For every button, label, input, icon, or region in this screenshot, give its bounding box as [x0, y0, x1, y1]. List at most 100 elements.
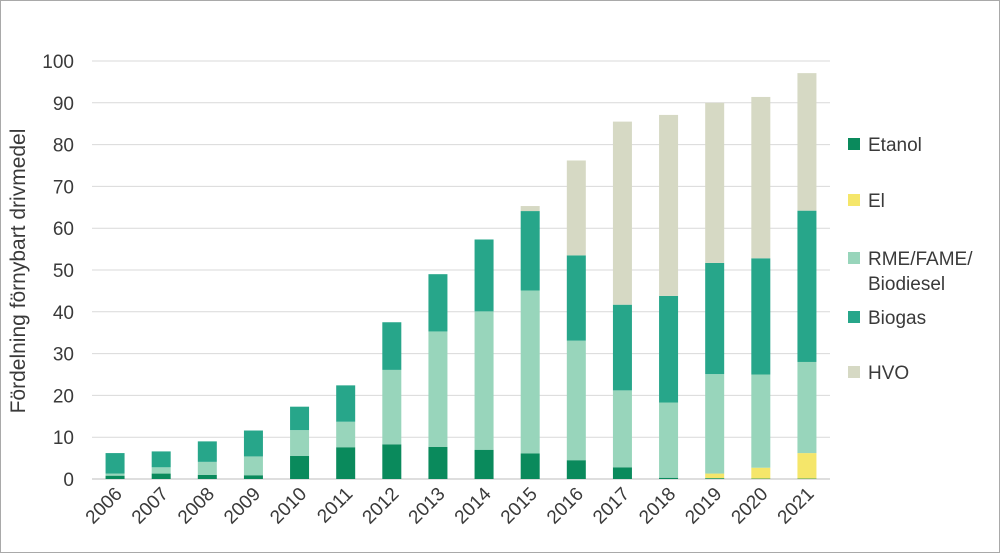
- bar-segment-biogas-2014: [474, 239, 494, 312]
- bar-segment-biogas-2021: [797, 210, 817, 362]
- x-tick-label: 2012: [359, 484, 404, 529]
- bar-segment-etanol-2017: [612, 467, 632, 479]
- bar-segment-rme-fame-biodiesel-2018: [659, 402, 679, 478]
- bar-segment-biogas-2007: [151, 451, 171, 468]
- bar-segment-biogas-2020: [751, 258, 771, 375]
- bar-segment-rme-fame-biodiesel-2006: [105, 473, 125, 476]
- bar-segment-etanol-2015: [520, 453, 540, 479]
- y-tick-label: 0: [63, 470, 74, 491]
- bar-segment-etanol-2010: [290, 456, 310, 479]
- bar-segment-rme-fame-biodiesel-2011: [336, 421, 356, 448]
- x-tick-label: 2011: [313, 484, 357, 528]
- bar-segment-rme-fame-biodiesel-2021: [797, 361, 817, 454]
- x-tick-labels: 2006 2007 2008 2009 2010 2011 2012 2013 2014 2015…: [82, 483, 819, 528]
- x-tick-label: 2010: [266, 484, 311, 529]
- bar-segment-hvo-2021: [797, 73, 817, 211]
- legend-item: HVO: [848, 363, 909, 384]
- bar-segment-rme-fame-biodiesel-2009: [243, 456, 263, 476]
- bar-segment-rme-fame-biodiesel-2016: [566, 340, 586, 461]
- bar-segment-etanol-2011: [336, 447, 356, 479]
- bar-segment-biogas-2018: [659, 295, 679, 403]
- x-tick-label: 2019: [681, 484, 726, 529]
- y-tick-label: 50: [53, 261, 74, 282]
- legend-swatch: [848, 138, 860, 150]
- bar-segment-biogas-2011: [336, 385, 356, 422]
- bar-segment-hvo-2020: [751, 96, 771, 259]
- bar-segment-hvo-2018: [659, 114, 679, 296]
- legend-swatch: [848, 366, 860, 378]
- legend-label: El: [868, 191, 885, 212]
- bar-segment-hvo-2019: [705, 102, 725, 263]
- bar-segment-biogas-2016: [566, 255, 586, 341]
- legend-label: HVO: [868, 363, 909, 384]
- bar-segment-biogas-2010: [290, 406, 310, 431]
- legend-label: RME/FAME/Biodiesel: [868, 249, 973, 295]
- x-tick-label: 2008: [174, 484, 219, 529]
- bar-segment-biogas-2012: [382, 322, 402, 370]
- bar-segment-biogas-2017: [612, 304, 632, 391]
- bar-segment-etanol-2013: [428, 446, 448, 479]
- bar-segment-rme-fame-biodiesel-2012: [382, 369, 402, 445]
- y-tick-label: 80: [53, 136, 74, 157]
- legend-swatch: [848, 194, 860, 206]
- bar-segment-rme-fame-biodiesel-2015: [520, 290, 540, 454]
- bar-segment-rme-fame-biodiesel-2014: [474, 311, 494, 450]
- bar-segment-rme-fame-biodiesel-2008: [197, 461, 217, 475]
- y-axis-label: Fördelning förnybart drivmedel: [7, 129, 30, 414]
- x-tick-label: 2016: [543, 484, 588, 529]
- legend-item: Biogas: [848, 308, 926, 329]
- bar-segment-etanol-2019: [705, 478, 725, 479]
- bar-segment-rme-fame-biodiesel-2017: [612, 390, 632, 468]
- bar-segment-etanol-2014: [474, 449, 494, 479]
- bar-segment-etanol-2009: [243, 475, 263, 479]
- bar-segment-etanol-2018: [659, 477, 679, 479]
- bar-segment-rme-fame-biodiesel-2019: [705, 374, 725, 474]
- bar-segment-rme-fame-biodiesel-2010: [290, 430, 310, 457]
- bar-segment-biogas-2013: [428, 274, 448, 332]
- y-tick-label: 100: [42, 52, 74, 73]
- y-tick-label: 40: [53, 303, 74, 324]
- bar-segment-biogas-2019: [705, 262, 725, 375]
- y-tick-label: 30: [53, 345, 74, 366]
- bar-segment-biogas-2008: [197, 441, 217, 462]
- bar-segment-etanol-2007: [151, 473, 171, 479]
- bar-segment-biogas-2006: [105, 453, 125, 474]
- x-tick-label: 2009: [220, 484, 265, 529]
- y-tick-label: 60: [53, 219, 74, 240]
- legend-label: Biogas: [868, 308, 926, 329]
- y-tick-label: 70: [53, 177, 74, 198]
- y-tick-labels: 0 10 20 30 40 50 60 70 80 90 100: [42, 52, 74, 491]
- y-tick-label: 10: [53, 428, 74, 449]
- bars: [105, 73, 817, 479]
- legend-item: RME/FAME/Biodiesel: [848, 249, 973, 295]
- x-tick-label: 2018: [635, 484, 680, 529]
- legend: Etanol El RME/FAME/Biodiesel Biogas HVO: [848, 135, 973, 384]
- bar-segment-el-2021: [797, 453, 817, 479]
- bar-segment-etanol-2016: [566, 460, 586, 479]
- bar-segment-rme-fame-biodiesel-2013: [428, 331, 448, 447]
- x-tick-label: 2021: [774, 484, 819, 529]
- bar-segment-rme-fame-biodiesel-2020: [751, 374, 771, 468]
- bar-segment-etanol-2006: [105, 475, 125, 479]
- legend-label: Etanol: [868, 135, 922, 156]
- x-tick-label: 2020: [728, 484, 773, 529]
- bar-segment-etanol-2008: [197, 474, 217, 479]
- bar-segment-biogas-2015: [520, 211, 540, 291]
- y-tick-label: 90: [53, 94, 74, 115]
- legend-swatch: [848, 311, 860, 323]
- bar-segment-el-2019: [705, 473, 725, 479]
- legend-item: Etanol: [848, 135, 922, 156]
- y-tick-label: 20: [53, 386, 74, 407]
- legend-swatch: [848, 252, 860, 264]
- bar-segment-biogas-2009: [243, 430, 263, 457]
- bar-segment-hvo-2017: [612, 121, 632, 305]
- x-tick-label: 2013: [405, 484, 450, 529]
- bar-segment-etanol-2012: [382, 444, 402, 479]
- bar-segment-el-2020: [751, 467, 771, 479]
- bar-segment-rme-fame-biodiesel-2007: [151, 467, 171, 474]
- legend-item: El: [848, 191, 885, 212]
- x-tick-label: 2007: [128, 484, 173, 529]
- bar-segment-hvo-2015: [520, 206, 540, 212]
- bar-segment-hvo-2016: [566, 160, 586, 256]
